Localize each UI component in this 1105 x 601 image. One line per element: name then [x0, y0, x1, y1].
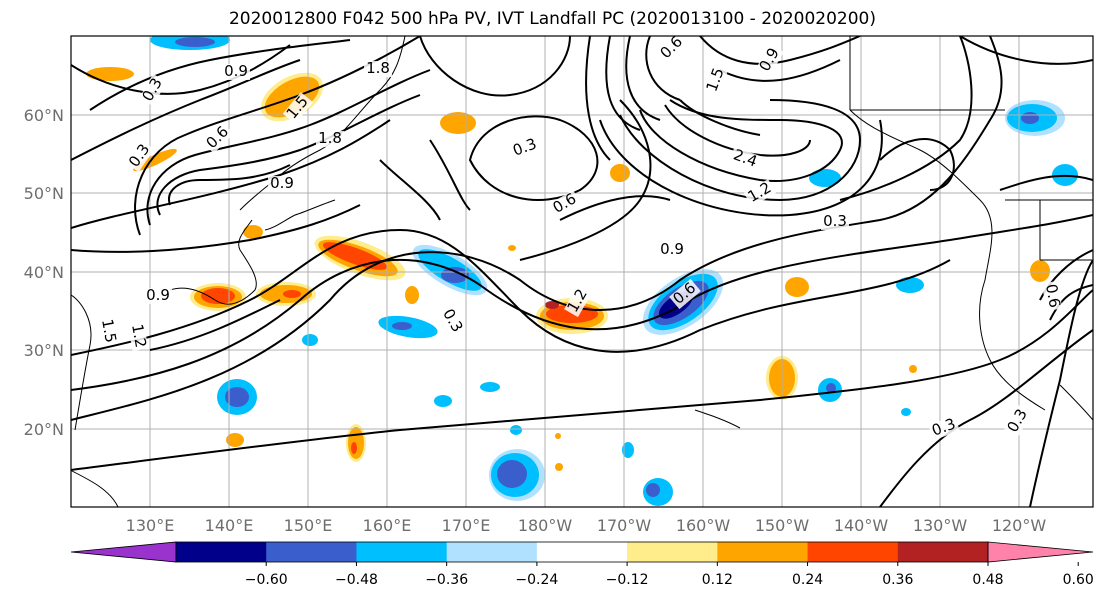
country-borders — [849, 36, 1093, 261]
contour-label-bg — [97, 315, 119, 347]
lon-label-150w: 150°W — [755, 516, 810, 535]
contour-label-bg — [282, 92, 314, 124]
colorbar-segment — [627, 542, 718, 562]
contour-label-bg — [139, 73, 167, 107]
contour-label-bg — [125, 139, 155, 173]
contour-label-bg — [438, 304, 466, 338]
contour-label-bg — [364, 61, 392, 77]
contour-label: 1.2 — [128, 323, 150, 350]
contour-label-bg — [756, 43, 784, 77]
contour-label: 0.9 — [660, 240, 684, 258]
colorbar-segment — [897, 542, 989, 562]
colorbar-frame — [175, 541, 989, 563]
contour-label-bg — [658, 242, 686, 258]
contour-label-bg — [268, 176, 296, 192]
lat-label-60n: 60°N — [24, 106, 64, 125]
colorbar-tick-label: 0.12 — [702, 572, 733, 588]
contour-label-bg — [703, 64, 729, 96]
colorbar-segment — [446, 542, 538, 562]
colorbar-segment — [536, 542, 628, 562]
lon-label-140e: 140°E — [205, 516, 254, 535]
colorbar-tick-label: 0.48 — [972, 572, 1003, 588]
contour-label: 0.6 — [1042, 283, 1064, 310]
contour-label: 1.8 — [318, 129, 342, 147]
colorbar-tick-label: −0.36 — [425, 572, 468, 588]
colorbar-segment — [266, 542, 357, 562]
lat-label-20n: 20°N — [24, 420, 64, 439]
contour-label-bg — [729, 146, 761, 172]
coastlines — [71, 36, 1093, 507]
colorbar-extend-high — [987, 541, 1094, 563]
colorbar-segment — [717, 542, 809, 562]
colorbar-tick-label: −0.24 — [515, 572, 558, 588]
contour-label-bg — [821, 214, 849, 230]
lon-label-140w: 140°W — [834, 516, 889, 535]
map-title: 2020012800 F042 500 hPa PV, IVT Landfall… — [228, 9, 876, 29]
contour-label: 0.9 — [224, 62, 248, 80]
contour-label: 0.9 — [270, 174, 294, 192]
contour-label: 1.8 — [366, 59, 390, 77]
contour-label-bg — [127, 320, 149, 352]
lat-label-50n: 50°N — [24, 184, 64, 203]
contour-label-bg — [928, 415, 960, 441]
colorbar-tick-label: −0.48 — [335, 572, 378, 588]
lon-label-120w: 120°W — [992, 516, 1047, 535]
colorbar-tick-label: 0.24 — [792, 572, 823, 588]
colorbar-segment — [176, 542, 267, 562]
contour-label-bg — [743, 179, 777, 207]
lon-label-180w: 180°W — [518, 516, 573, 535]
colorbar-tick-label: −0.12 — [606, 572, 649, 588]
lat-label-30n: 30°N — [24, 341, 64, 360]
contour-label-bg — [144, 288, 172, 304]
contour-label-bg — [1041, 280, 1063, 312]
lon-label-150e: 150°E — [284, 516, 333, 535]
lat-label-40n: 40°N — [24, 263, 64, 282]
lon-label-130w: 130°W — [913, 516, 968, 535]
contour-label-bg — [1004, 404, 1032, 438]
lon-label-170e: 170°E — [442, 516, 491, 535]
lon-label-130e: 130°E — [126, 516, 175, 535]
contour-label-bg — [564, 284, 592, 318]
longitude-labels: 130°E 140°E 150°E 160°E 170°E 180°W 170°… — [126, 516, 1047, 535]
contour-label: 1.5 — [98, 318, 120, 345]
lon-label-170w: 170°W — [597, 516, 652, 535]
colorbar-extend-low — [70, 541, 177, 563]
colorbar-tick-label: 0.60 — [1063, 572, 1094, 588]
contour-label-bg — [202, 122, 234, 154]
colorbar-segment — [807, 542, 899, 562]
contour-label-bg — [222, 64, 250, 80]
colorbar-tick-labels: −0.60 −0.48 −0.36 −0.24 −0.12 0.12 0.24 0.36 0.4… — [245, 562, 1094, 588]
lon-label-160e: 160°E — [363, 516, 412, 535]
colorbar — [70, 541, 1094, 563]
lon-label-160w: 160°W — [676, 516, 731, 535]
contour-label-bg — [509, 135, 541, 161]
contour-label-bg — [656, 32, 688, 64]
map-frame — [70, 35, 1094, 508]
contour-label-bg — [316, 131, 344, 147]
colorbar-tick-label: 0.36 — [882, 572, 913, 588]
colorbar-segment — [356, 542, 448, 562]
contour-label-bg — [669, 278, 701, 310]
contour-label: 0.9 — [146, 286, 170, 304]
contour-label-bg — [548, 190, 582, 218]
colorbar-tick-label: −0.60 — [245, 572, 288, 588]
contour-label: 0.3 — [823, 212, 847, 230]
latitude-labels: 60°N 50°N 40°N 30°N 20°N — [24, 106, 64, 439]
